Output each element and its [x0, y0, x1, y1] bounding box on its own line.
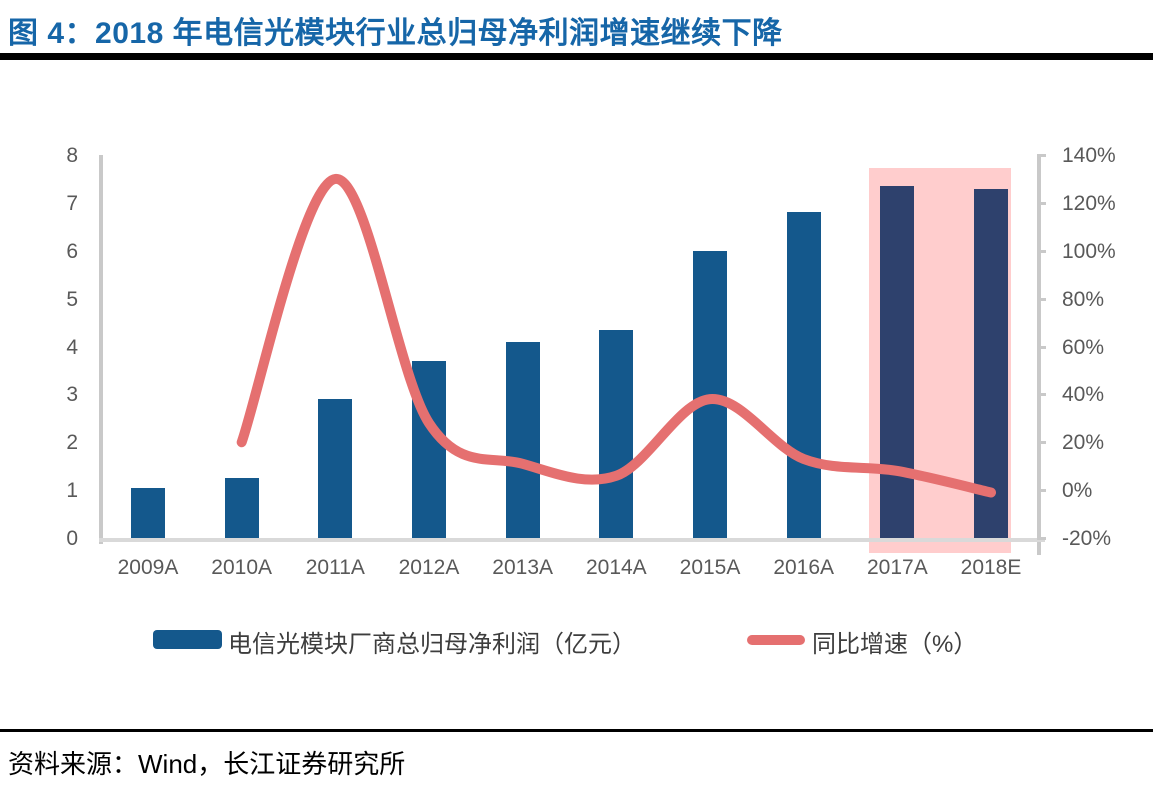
left-axis-tick: 1 — [66, 479, 78, 503]
bar-legend-label: 电信光模块厂商总归母净利润（亿元） — [228, 631, 636, 658]
bar-2012A — [412, 360, 446, 538]
right-axis-tick: 100% — [1062, 239, 1116, 263]
line-legend-swatch — [747, 635, 805, 645]
bar-2009A — [131, 487, 165, 538]
right-axis-tick-mark — [1037, 489, 1046, 493]
x-axis-label-2012A: 2012A — [398, 556, 460, 579]
right-axis-tick-mark — [1037, 393, 1046, 397]
x-axis-label-2017A: 2017A — [866, 556, 928, 579]
right-axis-tick: 0% — [1062, 479, 1093, 503]
left-axis-tick: 0 — [66, 527, 78, 550]
figure-title: 图 4：2018 年电信光模块行业总归母净利润增速继续下降 — [8, 17, 783, 50]
bar-2011A — [318, 399, 353, 538]
x-axis-label-2016A: 2016A — [773, 556, 835, 579]
right-axis-line — [1037, 155, 1041, 555]
source-note: 资料来源：Wind，长江证券研究所 — [8, 749, 406, 779]
right-axis-tick-mark — [1037, 537, 1046, 540]
bar-2017A — [880, 186, 915, 538]
right-axis-tick-mark — [1037, 154, 1046, 157]
bar-2015A — [693, 250, 728, 538]
bar-2014A — [599, 329, 634, 538]
right-axis-tick: 80% — [1062, 287, 1105, 311]
x-axis-label-2011A: 2011A — [305, 556, 365, 579]
bar-2010A — [224, 477, 259, 538]
x-axis-label-2014A: 2014A — [585, 556, 647, 579]
x-axis-line — [99, 538, 1045, 542]
right-axis-tick: 140% — [1062, 144, 1116, 167]
bar-2018E — [974, 188, 1009, 538]
x-axis-label-2009A: 2009A — [117, 556, 179, 579]
chart-area: 8 7 6 5 4 3 2 1 0 140% 120% 100% 80% 60% 40% 20% 0% -20%… — [0, 100, 1153, 600]
right-axis-tick: -20% — [1062, 527, 1112, 550]
bar-2016A — [786, 212, 821, 538]
line-legend-label: 同比增速（%） — [812, 631, 978, 658]
bar-legend-swatch — [153, 630, 222, 649]
left-axis-tick: 5 — [66, 287, 78, 311]
x-axis-label-2018E: 2018E — [960, 556, 1022, 579]
left-axis-tick: 4 — [66, 335, 78, 359]
right-axis-tick-mark — [1037, 345, 1046, 349]
right-axis-tick: 120% — [1062, 191, 1116, 215]
x-axis-label-2010A: 2010A — [211, 556, 273, 579]
right-axis-tick-mark — [1037, 201, 1046, 205]
left-axis-line — [99, 155, 103, 544]
right-axis-tick-mark — [1037, 249, 1046, 253]
left-axis-tick: 2 — [66, 431, 78, 455]
left-axis-tick: 3 — [66, 383, 78, 407]
x-axis-label-2013A: 2013A — [492, 556, 554, 579]
bar-2013A — [505, 341, 540, 538]
left-axis-tick: 7 — [66, 191, 78, 215]
title-divider — [0, 53, 1153, 60]
left-axis-tick: 6 — [66, 239, 78, 263]
right-axis-tick-mark — [1037, 297, 1046, 301]
right-axis-tick: 40% — [1062, 383, 1105, 407]
x-axis-label-2015A: 2015A — [679, 556, 741, 579]
right-axis-tick-mark — [1037, 441, 1046, 445]
right-axis-tick: 60% — [1062, 335, 1105, 359]
right-axis-tick: 20% — [1062, 431, 1105, 455]
footer-divider — [0, 729, 1153, 732]
left-axis-tick: 8 — [66, 144, 78, 167]
